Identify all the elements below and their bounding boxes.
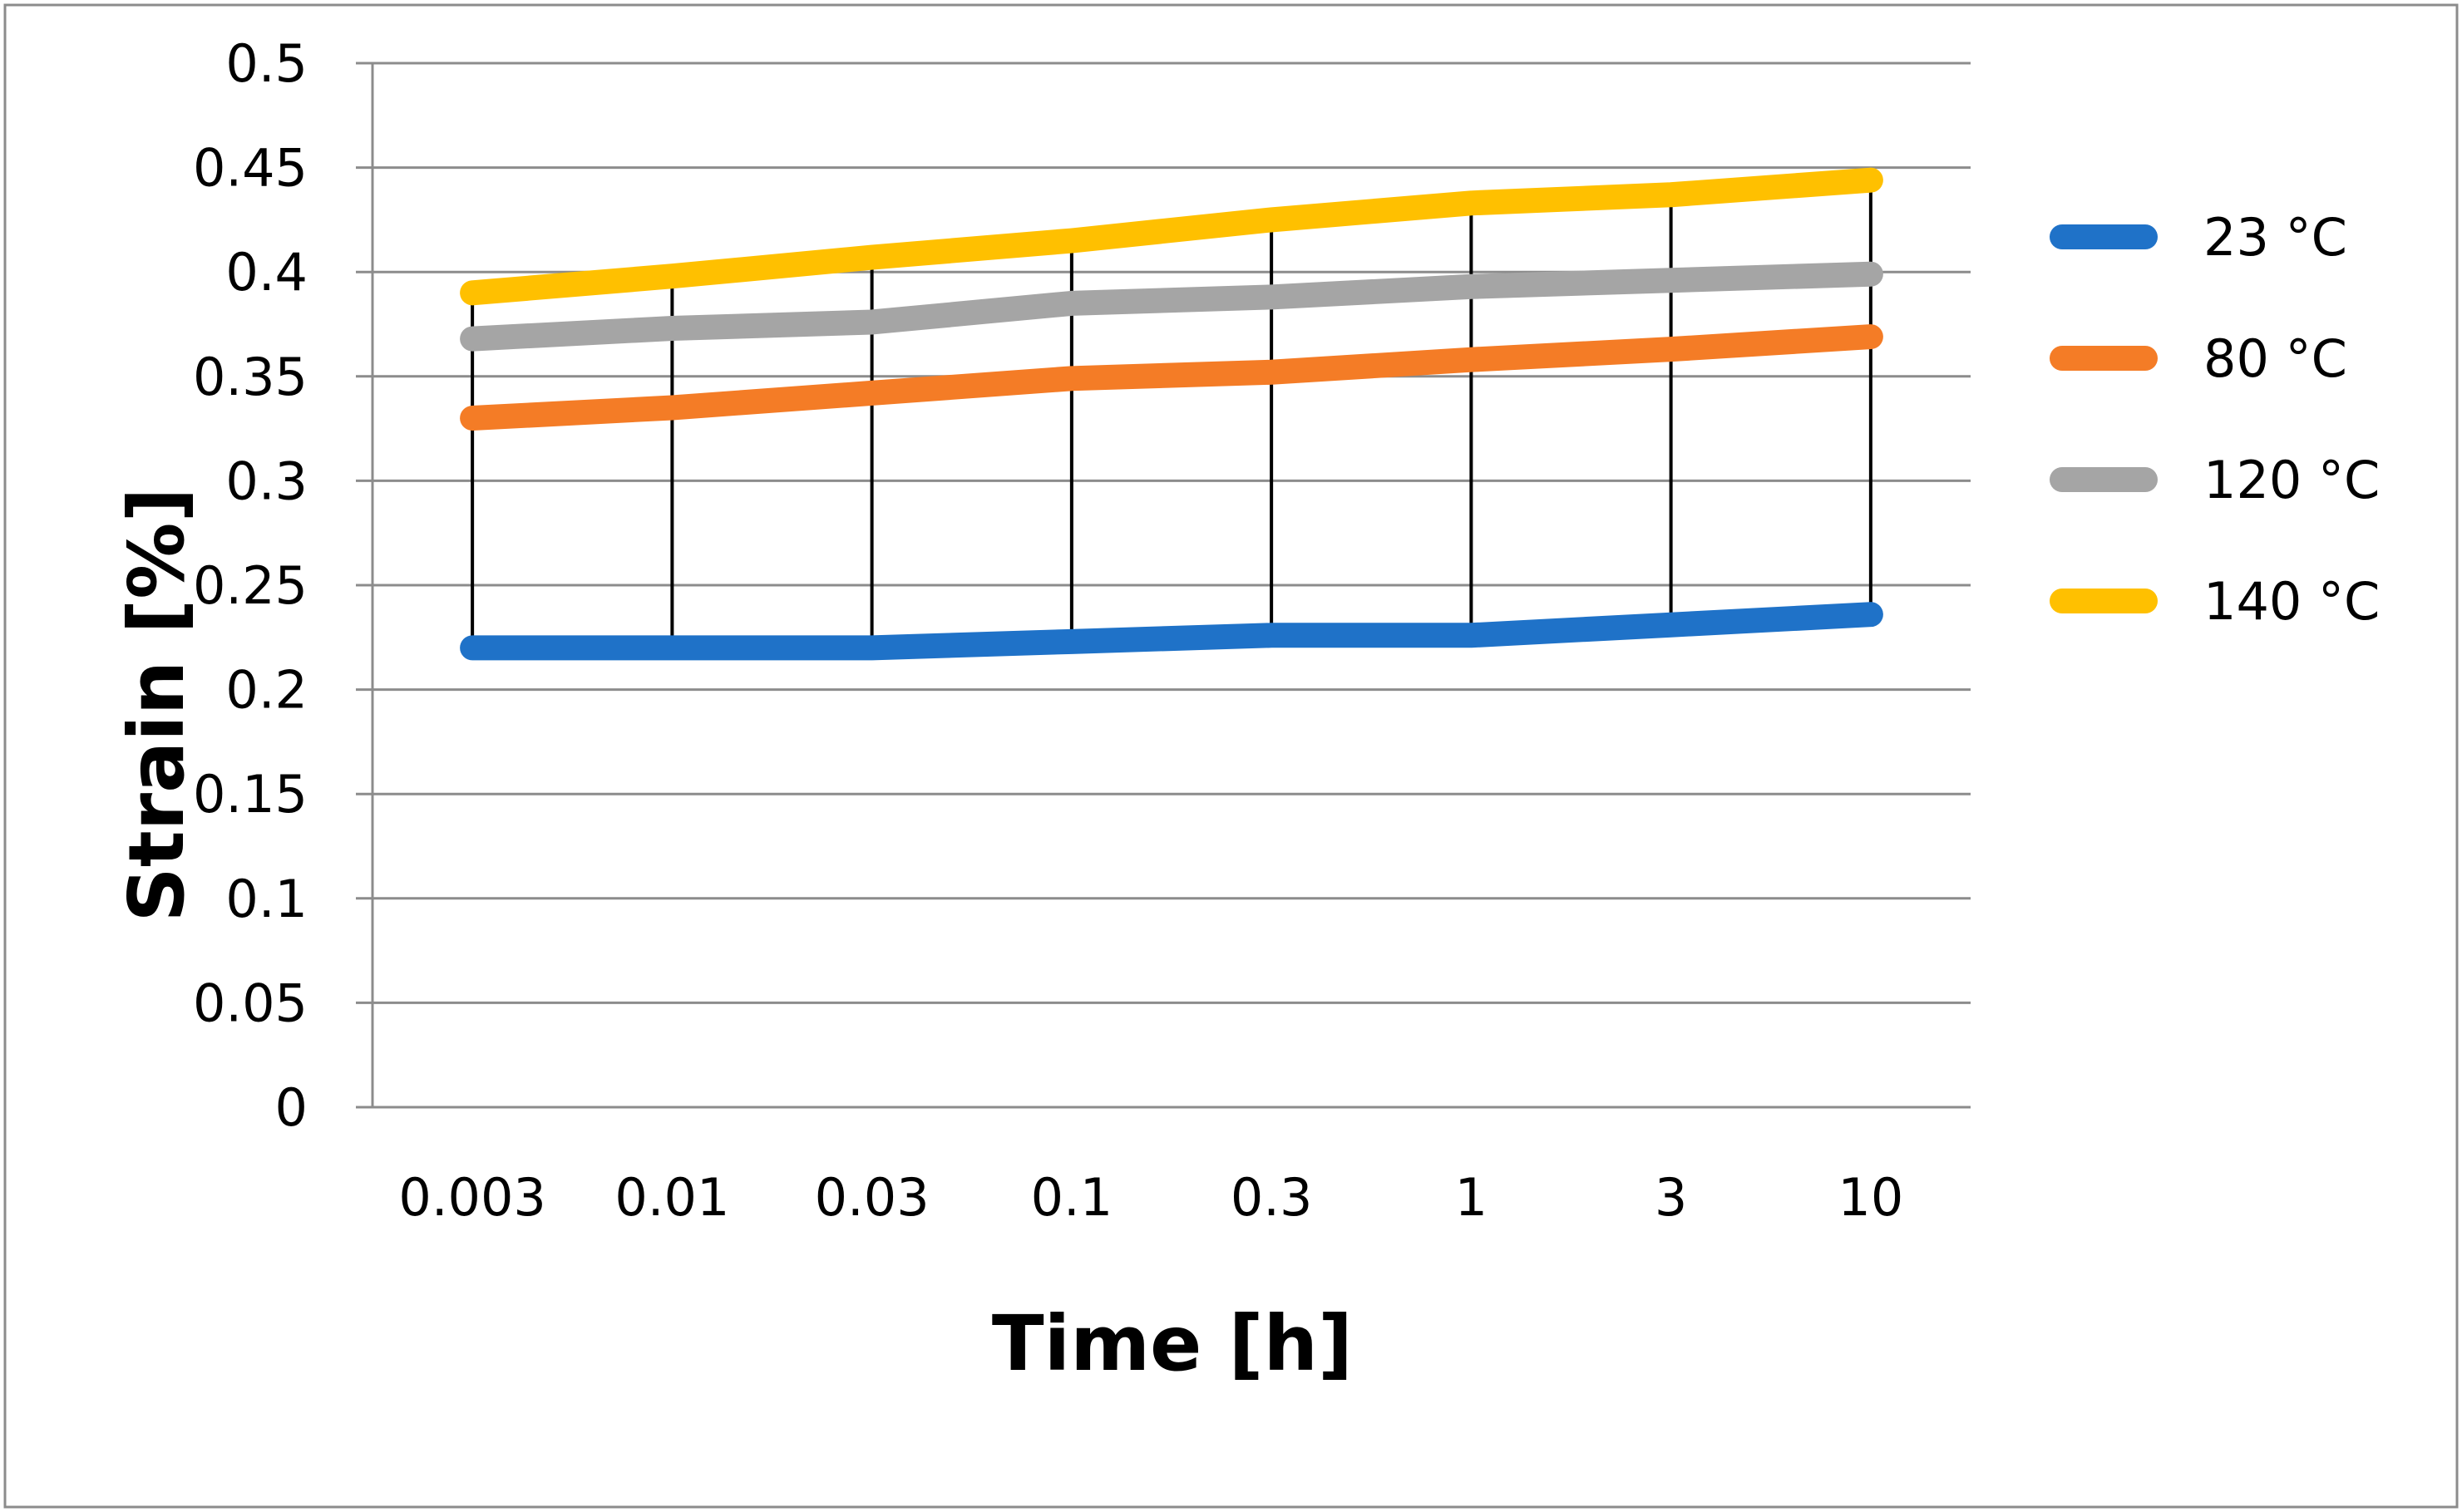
x-tick-label: 0.1 [1031,1167,1113,1228]
y-tick-label: 0 [275,1077,308,1138]
x-tick-label: 1 [1455,1167,1488,1228]
y-tick-label: 0.2 [225,660,308,721]
y-tick-label: 0.1 [225,869,308,929]
y-tick-label: 0.4 [225,242,308,303]
x-tick-label: 10 [1838,1167,1903,1228]
y-tick-label: 0.35 [193,347,308,407]
series-line-1 [460,324,1883,431]
legend: 23 °C 80 °C 120 °C 140 °C [2050,207,2380,632]
y-axis-title: Strain [%] [112,487,201,922]
x-axis-ticks: 0.003 0.01 0.03 0.1 0.3 1 3 10 [398,1167,1903,1228]
series-lines [460,167,1883,661]
x-tick-label: 0.01 [614,1167,729,1228]
y-axis-ticks: 0 0.05 0.1 0.15 0.2 0.25 0.3 0.35 0.4 0.45 0.5 [193,33,308,1138]
y-tick-label: 0.05 [193,973,308,1033]
series-line-2 [460,261,1883,352]
y-tick-label: 0.15 [193,764,308,825]
x-tick-label: 3 [1655,1167,1687,1228]
x-tick-label: 0.3 [1231,1167,1313,1228]
series-line-0 [460,602,1883,661]
x-tick-label: 0.03 [815,1167,930,1228]
series-line-3 [460,167,1883,306]
y-tick-label: 0.25 [193,555,308,616]
y-tick-label: 0.3 [225,451,308,511]
x-axis-title: Time [h] [992,1299,1353,1388]
x-tick-label: 0.003 [398,1167,546,1228]
y-tick-label: 0.45 [193,138,308,199]
chart-frame [3,3,2459,1509]
legend-label: 120 °C [2203,450,2380,510]
y-tick-label: 0.5 [225,33,308,94]
legend-label: 80 °C [2203,328,2347,389]
legend-label: 140 °C [2203,571,2380,632]
legend-label: 23 °C [2203,207,2347,268]
